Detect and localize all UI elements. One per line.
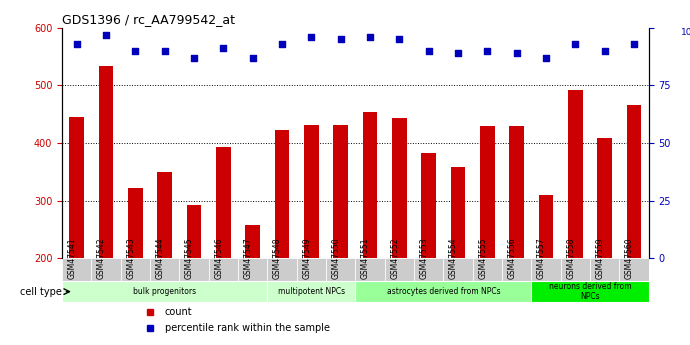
Bar xyxy=(91,258,121,280)
Bar xyxy=(128,188,143,258)
Point xyxy=(130,48,141,53)
Text: GSM47554: GSM47554 xyxy=(449,238,458,279)
Bar xyxy=(150,258,179,280)
Text: GSM47542: GSM47542 xyxy=(97,238,106,279)
Text: GSM47543: GSM47543 xyxy=(126,238,135,279)
Bar xyxy=(70,117,84,258)
Point xyxy=(511,50,522,56)
Bar xyxy=(275,130,289,258)
Point xyxy=(629,41,640,47)
Text: GSM47547: GSM47547 xyxy=(244,238,253,279)
Bar xyxy=(473,258,502,280)
Bar xyxy=(238,258,267,280)
Bar xyxy=(187,205,201,258)
Text: GSM47553: GSM47553 xyxy=(420,238,428,279)
Text: GSM47548: GSM47548 xyxy=(273,238,282,279)
Bar xyxy=(333,125,348,258)
Bar xyxy=(208,258,238,280)
Text: neurons derived from
NPCs: neurons derived from NPCs xyxy=(549,282,631,301)
Text: GSM47551: GSM47551 xyxy=(361,238,370,279)
Bar xyxy=(62,281,268,302)
Text: GSM47556: GSM47556 xyxy=(508,238,517,279)
Bar xyxy=(304,125,319,258)
Bar xyxy=(355,258,385,280)
Bar xyxy=(443,258,473,280)
Bar xyxy=(560,258,590,280)
Text: GSM47541: GSM47541 xyxy=(68,238,77,279)
Text: astrocytes derived from NPCs: astrocytes derived from NPCs xyxy=(386,287,500,296)
Bar xyxy=(62,258,91,280)
Text: GSM47546: GSM47546 xyxy=(215,238,224,279)
Bar xyxy=(392,118,406,258)
Bar xyxy=(246,225,260,258)
Bar xyxy=(268,258,297,280)
Point xyxy=(423,48,434,53)
Bar xyxy=(619,258,649,280)
Text: bulk progenitors: bulk progenitors xyxy=(133,287,196,296)
Bar xyxy=(598,138,612,258)
Point xyxy=(277,41,288,47)
Point xyxy=(218,46,229,51)
Point xyxy=(306,34,317,40)
Text: GSM47555: GSM47555 xyxy=(478,238,487,279)
Point xyxy=(482,48,493,53)
Point xyxy=(453,50,464,56)
Bar xyxy=(539,196,553,258)
Text: 100%: 100% xyxy=(681,28,690,37)
Bar xyxy=(451,167,465,258)
Bar xyxy=(568,90,582,258)
Bar xyxy=(179,258,208,280)
Bar xyxy=(502,258,531,280)
Text: multipotent NPCs: multipotent NPCs xyxy=(278,287,345,296)
Bar xyxy=(385,258,414,280)
Point xyxy=(101,32,112,37)
Bar xyxy=(422,153,436,258)
Text: cell type: cell type xyxy=(20,287,62,297)
Point xyxy=(394,36,405,42)
Text: GSM47557: GSM47557 xyxy=(537,238,546,279)
Point xyxy=(364,34,375,40)
Point xyxy=(247,55,258,60)
Bar xyxy=(297,258,326,280)
Text: GSM47558: GSM47558 xyxy=(566,238,575,279)
Bar xyxy=(216,147,230,258)
Bar xyxy=(326,258,355,280)
Point xyxy=(570,41,581,47)
Text: GDS1396 / rc_AA799542_at: GDS1396 / rc_AA799542_at xyxy=(62,13,235,27)
Bar xyxy=(590,258,619,280)
Bar xyxy=(268,281,355,302)
Point xyxy=(599,48,610,53)
Bar xyxy=(99,66,113,258)
Bar xyxy=(121,258,150,280)
Text: GSM47550: GSM47550 xyxy=(332,238,341,279)
Bar xyxy=(157,172,172,258)
Text: GSM47552: GSM47552 xyxy=(391,238,400,279)
Text: GSM47544: GSM47544 xyxy=(156,238,165,279)
Text: GSM47549: GSM47549 xyxy=(302,238,311,279)
Text: GSM47560: GSM47560 xyxy=(625,238,634,279)
Text: count: count xyxy=(165,307,193,317)
Point xyxy=(188,55,199,60)
Point xyxy=(335,36,346,42)
Text: percentile rank within the sample: percentile rank within the sample xyxy=(165,323,330,333)
Point xyxy=(540,55,551,60)
Bar xyxy=(509,126,524,258)
Bar xyxy=(627,106,641,258)
Bar xyxy=(355,281,531,302)
Bar xyxy=(531,258,560,280)
Bar xyxy=(531,281,649,302)
Text: GSM47545: GSM47545 xyxy=(185,238,194,279)
Bar xyxy=(363,112,377,258)
Point xyxy=(159,48,170,53)
Text: GSM47559: GSM47559 xyxy=(595,238,604,279)
Point xyxy=(71,41,82,47)
Bar xyxy=(414,258,443,280)
Bar xyxy=(480,126,495,258)
